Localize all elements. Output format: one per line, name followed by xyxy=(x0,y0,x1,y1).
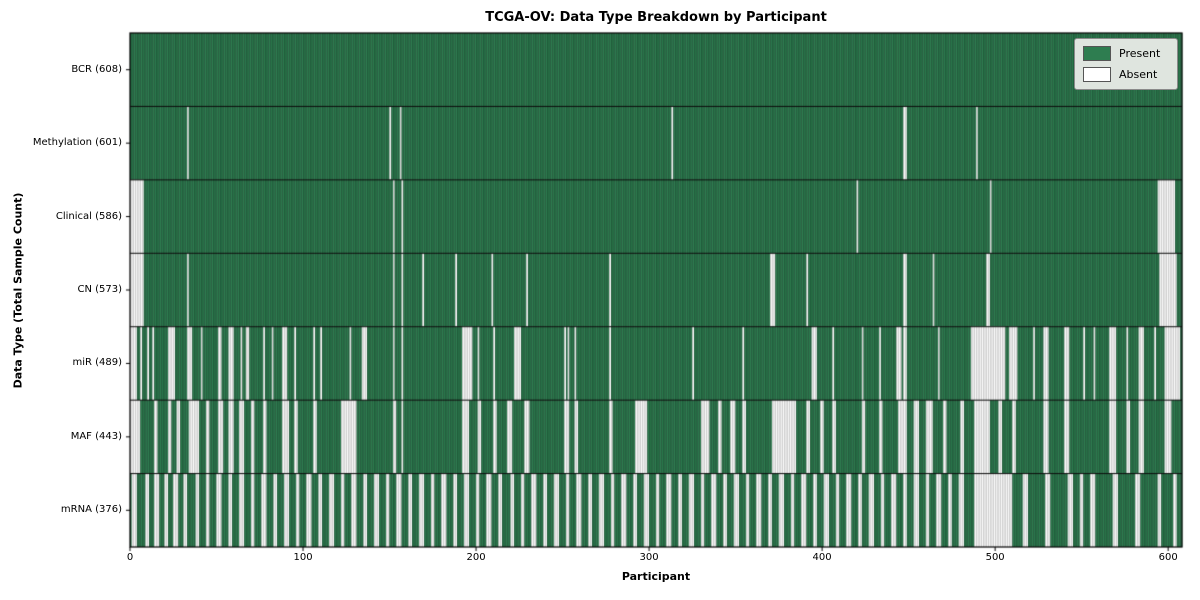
legend-label-absent: Absent xyxy=(1119,68,1158,81)
y-tick-label-MAF: MAF (443) xyxy=(70,430,122,442)
chart-title: TCGA-OV: Data Type Breakdown by Particip… xyxy=(485,10,827,25)
y-tick-label-Methylation: Methylation (601) xyxy=(32,137,122,149)
legend-label-present: Present xyxy=(1119,47,1161,60)
x-tick-label: 600 xyxy=(1158,552,1178,563)
x-tick-label: 0 xyxy=(126,552,134,563)
y-tick-label-mRNA: mRNA (376) xyxy=(60,504,122,516)
y-tick-label-BCR: BCR (608) xyxy=(71,63,122,75)
x-tick-label: 100 xyxy=(293,552,313,563)
x-axis-label: Participant xyxy=(621,570,691,583)
y-tick-label-Clinical: Clinical (586) xyxy=(55,210,122,222)
x-tick-label: 400 xyxy=(812,552,832,563)
x-tick-label: 500 xyxy=(985,552,1005,563)
legend: Present Absent xyxy=(1074,38,1178,90)
legend-item-present: Present xyxy=(1083,46,1167,61)
y-tick-label-miR: miR (489) xyxy=(72,357,122,369)
legend-item-absent: Absent xyxy=(1083,67,1167,82)
legend-swatch-absent-icon xyxy=(1083,67,1111,82)
legend-swatch-present-icon xyxy=(1083,46,1111,61)
x-tick-label: 300 xyxy=(639,552,659,563)
x-tick-label: 200 xyxy=(466,552,486,563)
y-tick-label-CN: CN (573) xyxy=(77,284,122,295)
